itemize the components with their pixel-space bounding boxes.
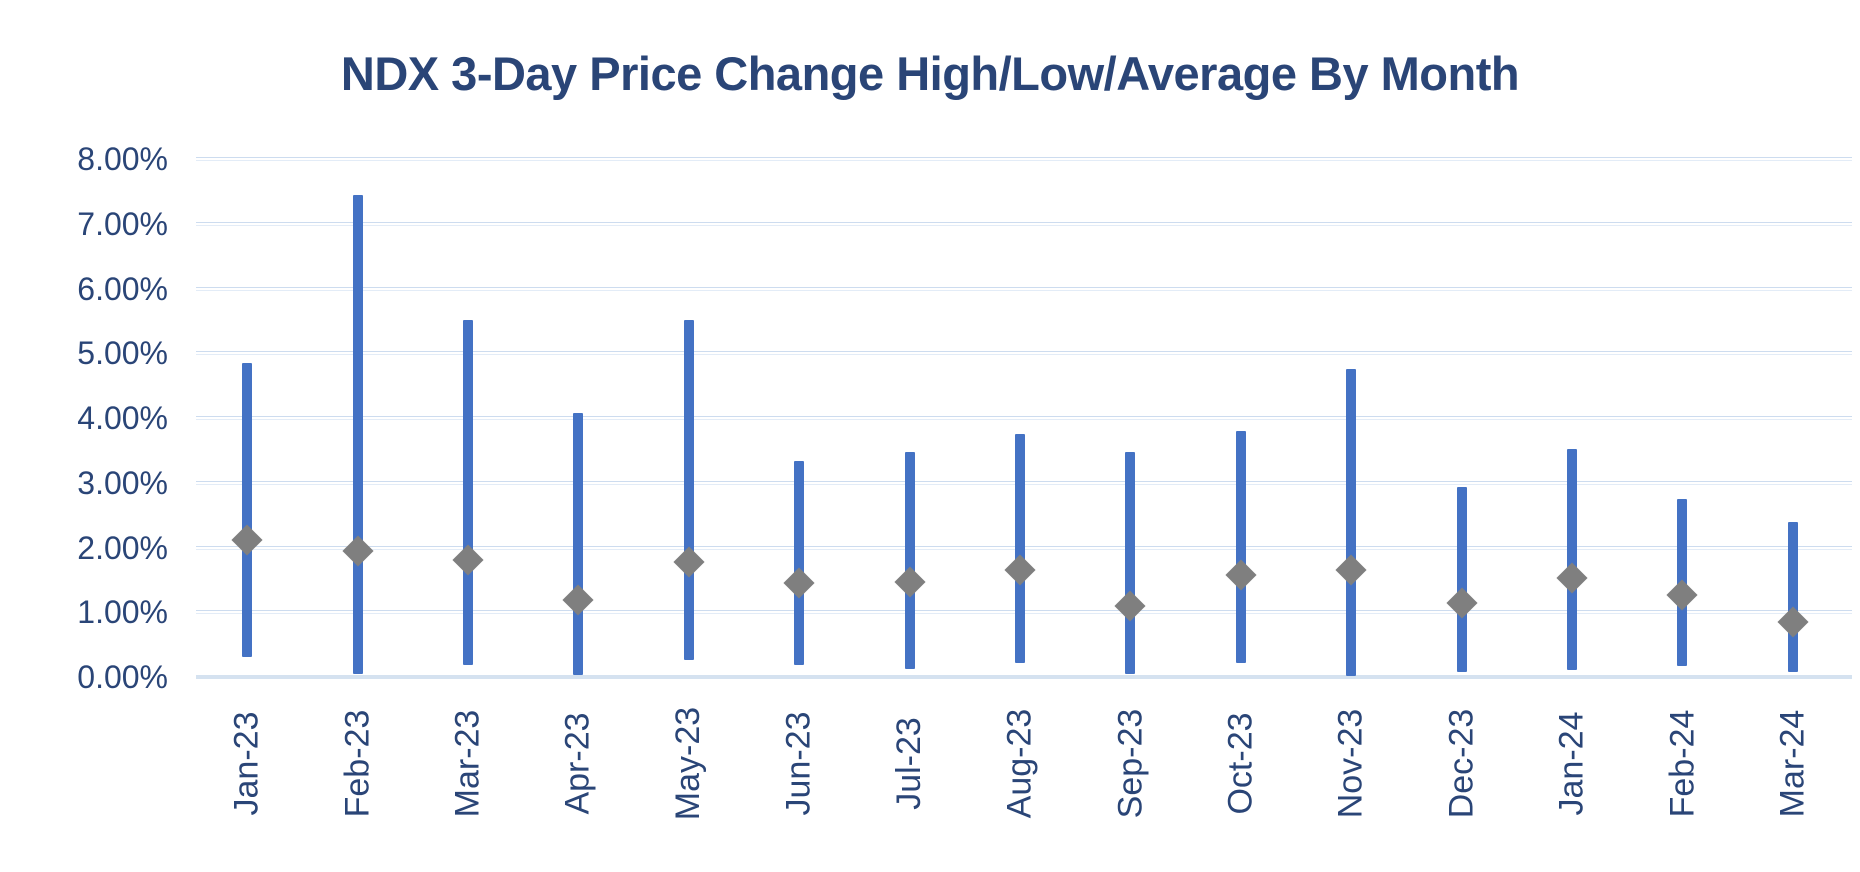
- x-axis-label-text: Feb-23: [338, 709, 377, 817]
- gridline-8.00%: [196, 157, 1852, 161]
- average-marker-Nov-23: [1335, 554, 1367, 586]
- average-marker-Sep-23: [1114, 590, 1146, 622]
- average-marker-Jul-23: [894, 566, 926, 598]
- x-axis-label-Mar-24: Mar-24: [1718, 688, 1860, 838]
- y-axis-tick-label: 0.00%: [77, 659, 168, 695]
- x-axis-label-text: Dec-23: [1442, 708, 1481, 818]
- range-bar-Mar-24: [1787, 521, 1798, 673]
- x-axis-label-text: Apr-23: [558, 711, 597, 815]
- range-bar-Jan-24: [1567, 449, 1577, 670]
- y-axis-tick-label: 3.00%: [77, 464, 168, 501]
- range-bar-Feb-23: [352, 194, 363, 674]
- x-axis-label-text: Feb-24: [1662, 709, 1701, 817]
- gridline-5.00%: [196, 351, 1852, 356]
- range-bar-Sep-23: [1125, 452, 1136, 674]
- range-bar-Jul-23: [904, 452, 915, 669]
- x-axis-label-text: Sep-23: [1110, 708, 1149, 818]
- x-axis-label-text: Jun-23: [779, 711, 818, 815]
- x-axis-label-text: Jan-23: [227, 711, 266, 815]
- average-marker-Feb-24: [1666, 579, 1698, 611]
- x-axis-label-text: Jan-24: [1552, 711, 1591, 815]
- range-bar-Jun-23: [794, 461, 805, 665]
- x-axis-label-text: Aug-23: [1000, 708, 1039, 818]
- range-bar-Oct-23: [1235, 430, 1246, 663]
- range-bar-Aug-23: [1015, 433, 1025, 664]
- y-axis-tick-label: 8.00%: [77, 141, 168, 177]
- x-axis-label-text: May-23: [669, 706, 708, 820]
- x-axis-zero-line: [196, 675, 1852, 679]
- y-axis-tick-label: 7.00%: [77, 205, 168, 242]
- range-bar-Mar-23: [463, 320, 473, 665]
- average-marker-Feb-23: [342, 535, 374, 567]
- range-bar-Apr-23: [573, 412, 584, 676]
- y-axis-tick-label: 4.00%: [77, 400, 168, 436]
- average-marker-Oct-23: [1225, 559, 1257, 591]
- range-bar-May-23: [683, 320, 694, 661]
- average-marker-May-23: [673, 546, 705, 578]
- y-axis-tick-label: 5.00%: [77, 335, 168, 372]
- x-axis-label-text: Mar-23: [448, 709, 487, 817]
- y-axis-tick-label: 6.00%: [77, 270, 168, 307]
- gridline-7.00%: [196, 221, 1852, 226]
- gridline-6.00%: [196, 286, 1852, 291]
- average-marker-Mar-23: [452, 544, 484, 576]
- x-axis-label-text: Mar-24: [1773, 709, 1812, 817]
- range-bar-Nov-23: [1346, 369, 1357, 676]
- x-axis-label-text: Nov-23: [1331, 708, 1370, 818]
- range-bar-Dec-23: [1456, 487, 1467, 673]
- gridline-4.00%: [196, 416, 1852, 420]
- average-marker-Aug-23: [1004, 554, 1036, 586]
- average-marker-Jan-24: [1556, 562, 1588, 594]
- x-axis-label-text: Jul-23: [890, 716, 929, 810]
- y-axis-tick-label: 1.00%: [77, 594, 168, 631]
- y-axis-tick-label: 2.00%: [77, 529, 168, 566]
- range-bar-Jan-23: [242, 362, 253, 657]
- average-marker-Jan-23: [231, 524, 263, 556]
- x-axis-label-text: Oct-23: [1221, 711, 1260, 815]
- average-marker-Jun-23: [783, 567, 815, 599]
- chart-title: NDX 3-Day Price Change High/Low/Average …: [340, 47, 1520, 100]
